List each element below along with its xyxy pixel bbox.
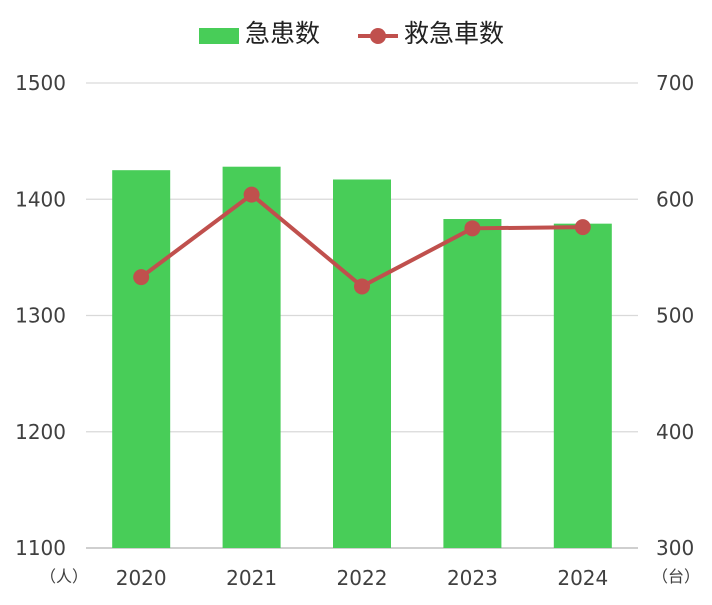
legend-line-label: 救急車数: [404, 19, 504, 48]
right-axis-ticks: 300 400 500 600 700: [656, 71, 694, 560]
x-tick-label: 2020: [116, 566, 167, 590]
right-tick-label: 700: [656, 71, 694, 95]
left-axis-unit: （人）: [40, 567, 88, 586]
right-tick-label: 500: [656, 304, 694, 328]
legend: 急患数 救急車数: [199, 19, 504, 48]
line-point-2022: [354, 278, 370, 295]
legend-bar-swatch: [199, 28, 239, 44]
left-tick-label: 1400: [15, 187, 66, 211]
legend-line-marker: [370, 28, 386, 44]
bar-2020: [112, 170, 171, 548]
bar-series: [112, 166, 612, 549]
bar-2021: [222, 166, 281, 548]
line-series: [133, 186, 591, 295]
legend-bar-label: 急患数: [245, 19, 320, 48]
line-point-2021: [243, 186, 260, 203]
left-tick-label: 1200: [15, 420, 66, 444]
left-tick-label: 1300: [15, 304, 66, 328]
x-tick-label: 2022: [337, 566, 388, 590]
line-point-2023: [464, 220, 481, 237]
bar-2024: [553, 223, 612, 548]
x-axis-ticks: 2020 2021 2022 2023 2024: [116, 566, 609, 590]
left-tick-label: 1100: [15, 536, 66, 560]
bar-2022: [333, 179, 391, 549]
line-point-2020: [133, 269, 150, 286]
x-tick-label: 2021: [226, 566, 277, 590]
right-axis-unit: （台）: [652, 567, 700, 586]
x-tick-label: 2024: [557, 566, 608, 590]
right-tick-label: 400: [656, 420, 694, 444]
bar-2023: [443, 219, 502, 548]
right-tick-label: 300: [656, 536, 694, 560]
right-tick-label: 600: [656, 187, 694, 211]
x-tick-label: 2023: [447, 566, 498, 590]
line-point-2024: [574, 219, 591, 236]
left-axis-ticks: 1100 1200 1300 1400 1500: [15, 71, 66, 560]
left-tick-label: 1500: [15, 71, 66, 95]
